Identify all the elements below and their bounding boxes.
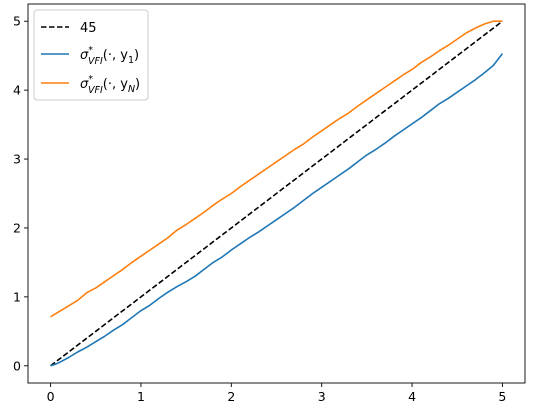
legend: 45 σ* VFI(·, y1) σ* VFI(·, yN) [33,9,149,101]
y-tick-label: 0 [13,358,21,373]
legend-box [33,9,149,101]
x-tick-label: 0 [47,389,55,404]
legend-entry-yN: σ* VFI(·, yN) [41,74,140,96]
plot-lines [50,20,504,367]
legend-label-45: 45 [80,21,97,36]
y-tick-label: 3 [13,152,21,167]
legend-entry-45: 45 [41,21,97,36]
x-tick-label: 4 [408,389,416,404]
plot-frame [27,3,526,384]
series-line-1 [50,53,504,367]
x-tick-label: 3 [318,389,326,404]
legend-label-y1: σ* VFI(·, y1) [80,45,139,67]
x-axis: 0 1 2 3 4 5 [47,383,506,404]
legend-label-yN: σ* VFI(·, yN) [80,74,140,96]
y-tick-label: 5 [13,14,21,29]
x-tick-label: 2 [227,389,235,404]
y-tick-label: 4 [13,83,21,98]
series-line-2 [50,20,503,318]
y-axis: 0 1 2 3 4 5 [13,14,28,373]
legend-entry-y1: σ* VFI(·, y1) [41,45,139,67]
y-tick-label: 2 [13,220,21,235]
series-line-0 [50,20,503,367]
x-tick-label: 5 [498,389,506,404]
y-tick-label: 1 [13,289,21,304]
x-tick-label: 1 [137,389,145,404]
